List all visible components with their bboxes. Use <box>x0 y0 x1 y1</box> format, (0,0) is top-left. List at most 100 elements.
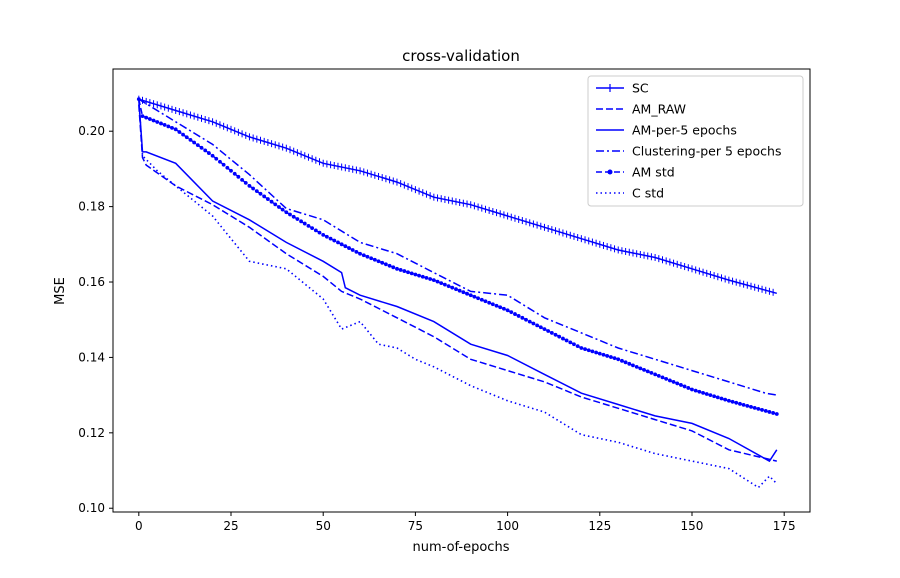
dot-marker <box>708 393 713 398</box>
y-axis-label: MSE <box>53 277 68 305</box>
dot-marker <box>642 367 646 372</box>
dot-marker <box>583 347 587 352</box>
dot-marker <box>435 279 440 284</box>
dot-marker <box>738 401 742 406</box>
dot-marker <box>417 273 421 278</box>
x-tick-label: 100 <box>496 519 519 533</box>
dot-marker <box>313 228 318 233</box>
dot-marker <box>299 219 303 224</box>
dot-marker <box>520 315 525 320</box>
dot-marker <box>181 132 185 137</box>
legend-item-0: SC <box>596 81 649 96</box>
dot-marker <box>461 290 466 295</box>
dot-marker <box>184 135 189 140</box>
dot-marker <box>686 386 691 390</box>
dot-marker <box>660 375 665 380</box>
dot-marker <box>398 268 403 272</box>
dot-marker <box>284 210 289 215</box>
dot-marker <box>269 199 274 204</box>
dot-marker <box>450 285 455 290</box>
dot-marker <box>601 352 606 357</box>
dot-marker <box>151 118 156 123</box>
dot-marker <box>291 214 296 219</box>
dot-marker <box>225 165 230 170</box>
dot-marker <box>439 281 444 286</box>
dot-marker <box>675 381 680 386</box>
dot-marker <box>465 291 469 296</box>
x-tick-label: 0 <box>135 519 143 533</box>
series-markers-0 <box>138 95 774 296</box>
dot-marker <box>361 253 366 258</box>
axes: 0 25 50 75 100 125 150 175 0.10 0.12 0.14 0.16 0.18 0… <box>78 124 795 533</box>
dot-marker <box>767 410 772 414</box>
dot-marker <box>590 349 595 354</box>
legend-label: C std <box>632 186 664 201</box>
dot-marker <box>166 124 171 129</box>
dot-marker <box>321 232 326 237</box>
dot-marker <box>277 205 281 209</box>
dot-marker <box>564 338 569 343</box>
dot-marker <box>147 117 152 121</box>
dot-marker <box>524 317 528 322</box>
chart-title: cross-validation <box>402 47 520 65</box>
dot-marker <box>446 284 451 289</box>
dot-marker <box>162 123 167 127</box>
dot-marker <box>575 344 580 349</box>
dot-marker <box>192 140 197 145</box>
dot-marker <box>376 259 381 264</box>
dot-marker <box>509 310 514 315</box>
legend-item-1: AM_RAW <box>596 102 686 117</box>
dot-marker <box>221 162 226 167</box>
legend-dot-marker <box>607 169 613 175</box>
dot-marker <box>251 186 256 191</box>
dot-marker <box>568 340 573 345</box>
dot-marker <box>243 180 248 185</box>
y-tick-label: 0.14 <box>78 350 105 364</box>
dot-marker <box>372 257 377 262</box>
dot-marker <box>690 387 694 392</box>
dot-marker <box>406 270 410 275</box>
dot-marker <box>579 346 584 350</box>
dot-marker <box>502 306 506 311</box>
dot-marker <box>395 266 399 271</box>
dot-marker <box>513 312 517 316</box>
dot-marker <box>136 97 141 102</box>
dot-marker <box>649 370 654 375</box>
legend-item-3: Clustering-per 5 epochs <box>596 144 781 159</box>
dot-marker <box>409 271 414 276</box>
x-tick-label: 125 <box>588 519 611 533</box>
dot-marker <box>350 248 355 252</box>
y-tick-label: 0.12 <box>78 426 105 440</box>
dot-marker <box>339 242 344 247</box>
dot-marker <box>324 234 329 239</box>
dot-marker <box>265 197 270 201</box>
dot-marker <box>605 354 610 358</box>
legend-label: SC <box>632 81 649 96</box>
dot-marker <box>302 221 307 226</box>
dot-marker <box>634 364 639 369</box>
dot-marker <box>745 403 750 408</box>
dot-marker <box>553 332 558 337</box>
dot-marker <box>760 408 764 412</box>
dot-marker <box>546 329 551 333</box>
dot-marker <box>391 265 396 270</box>
dot-marker <box>387 263 392 268</box>
dot-marker <box>494 303 499 308</box>
dot-marker <box>144 115 149 120</box>
series-line-1 <box>138 104 777 462</box>
y-tick-label: 0.10 <box>78 501 105 515</box>
dot-marker <box>159 121 163 126</box>
x-tick-label: 175 <box>773 519 796 533</box>
dot-marker <box>428 277 433 281</box>
dot-marker <box>638 366 643 371</box>
dot-marker <box>594 350 599 355</box>
dot-marker <box>645 369 650 374</box>
dot-marker <box>454 287 458 292</box>
dot-marker <box>170 125 174 130</box>
dot-marker <box>218 159 222 164</box>
dot-marker <box>177 130 182 134</box>
dot-marker <box>343 244 348 249</box>
dot-marker <box>336 240 340 245</box>
dot-marker <box>763 409 768 413</box>
